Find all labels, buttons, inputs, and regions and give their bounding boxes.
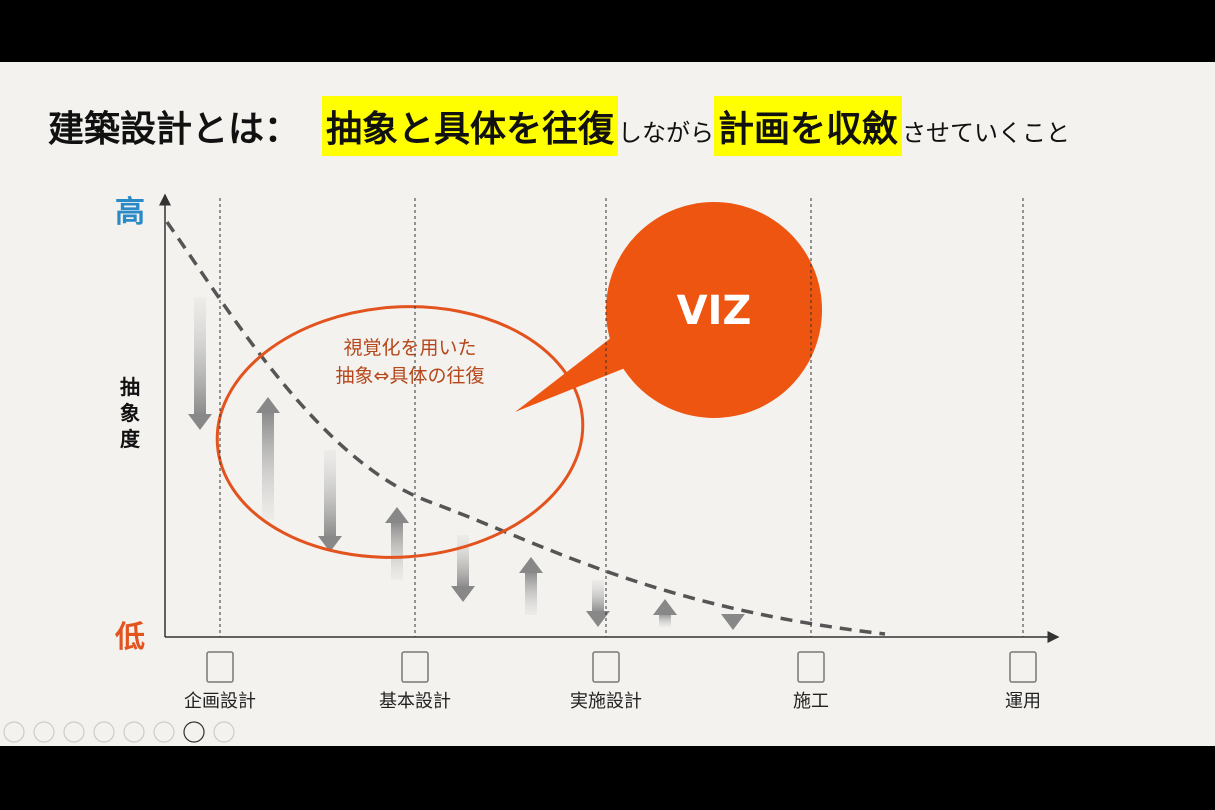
arrow-shaft [592,580,604,613]
toolbar-button[interactable] [123,721,145,743]
arrow-shaft [457,535,469,588]
phase-label: 施工 [793,691,829,712]
arrow-head [256,397,280,413]
y-label: 度 [120,427,141,451]
title-segment: 抽象と具体を往復 [322,96,619,156]
y-label: 象 [120,401,140,425]
title-segment: 計画を収斂 [714,96,903,156]
toolbar-button[interactable] [213,721,235,743]
phase-label: 基本設計 [379,691,451,712]
toolbar-button[interactable] [153,721,175,743]
phase-icon [1009,651,1037,683]
arrow-shaft [525,571,537,615]
phase-icon [401,651,429,683]
slide-title: 建築設計とは： 抽象と具体を往復 しながら 計画を収斂 させていくこと [48,96,1070,156]
callout-ellipse [215,305,585,559]
y-low: 低 [114,620,145,655]
arrow-shaft [194,297,206,416]
arrow-head [385,507,409,523]
slide: 建築設計とは： 抽象と具体を往復 しながら 計画を収斂 させていくこと VIZ 高 低… [0,62,1215,746]
arrow-head [721,614,745,630]
bubble-text: VIZ [677,288,752,334]
arrow-shaft [324,450,336,538]
arrows [188,297,745,630]
arrow-head [318,536,342,552]
y-label: 抽 [120,375,140,399]
arrow-head [451,586,475,602]
toolbar-button[interactable] [63,721,85,743]
title-lead: 建築設計とは： [48,109,301,150]
phase-icon [592,651,620,683]
bubble [606,202,822,418]
toolbar-button[interactable] [93,721,115,743]
arrow-shaft [391,521,403,580]
bubble-tail [515,327,640,412]
arrow-head [586,611,610,627]
toolbar-button[interactable] [33,721,55,743]
title-segment: させていくこと [902,119,1071,147]
phase-label: 実施設計 [570,691,642,712]
callout-line: 視覚化を用いた [343,337,476,359]
title-segment: しながら [618,119,715,147]
phase-label: 運用 [1005,691,1041,712]
phase-icon [206,651,234,683]
phase-icon [797,651,825,683]
y-high: 高 [115,195,145,230]
arrow-head [653,599,677,615]
arrow-shaft [659,613,671,627]
toolbar-button[interactable] [3,721,25,743]
arrow-head [519,557,543,573]
arrow-head [188,414,212,430]
phase-label: 企画設計 [184,691,256,712]
callout-line: 抽象⇔具体の往復 [336,365,485,387]
toolbar-button[interactable] [183,721,205,743]
abstraction-curve [165,220,886,636]
arrow-shaft [262,411,274,520]
